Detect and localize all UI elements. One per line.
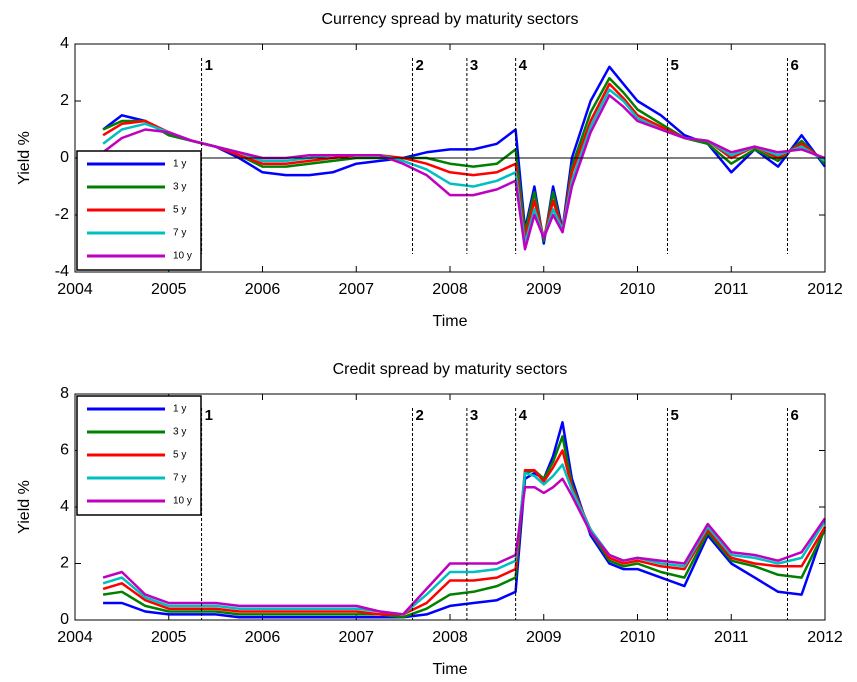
legend-label: 10 y (173, 496, 192, 507)
legend-label: 1 y (173, 404, 186, 415)
x-tick-label: 2004 (57, 281, 93, 298)
x-tick-label: 2012 (807, 629, 843, 646)
legend-label: 3 y (173, 427, 186, 438)
x-tick-label: 2009 (526, 629, 562, 646)
x-tick-label: 2010 (620, 629, 656, 646)
x-tick-label: 2011 (714, 281, 749, 298)
x-axis-label: Time (433, 313, 468, 330)
y-tick-label: 4 (60, 35, 69, 52)
x-tick-label: 2005 (151, 629, 187, 646)
legend-label: 7 y (173, 473, 186, 484)
x-tick-label: 2008 (432, 281, 468, 298)
x-tick-label: 2011 (714, 629, 749, 646)
y-tick-label: -2 (55, 206, 69, 223)
chart-title: Currency spread by maturity sectors (322, 11, 579, 28)
y-tick-label: 0 (60, 611, 69, 628)
legend-label: 3 y (173, 182, 186, 193)
x-tick-label: 2010 (620, 281, 656, 298)
series-line (102, 435, 827, 619)
event-label: 4 (519, 57, 528, 74)
event-label: 1 (205, 57, 213, 74)
legend-label: 10 y (173, 251, 192, 262)
legend-label: 5 y (173, 205, 186, 216)
chart-title: Credit spread by maturity sectors (333, 361, 568, 378)
x-axis-label: Time (433, 661, 468, 678)
event-label: 3 (470, 407, 478, 424)
y-axis-label: Yield % (16, 131, 33, 185)
y-tick-label: 0 (60, 149, 69, 166)
event-label: 5 (671, 407, 679, 424)
x-tick-label: 2009 (526, 281, 562, 298)
y-tick-label: 8 (60, 385, 69, 402)
event-label: 5 (671, 57, 679, 74)
y-tick-label: 2 (60, 555, 69, 572)
series-line (103, 421, 827, 619)
event-label: 6 (791, 57, 799, 74)
event-label: 1 (205, 407, 213, 424)
event-label: 6 (791, 407, 799, 424)
y-tick-label: 4 (60, 498, 69, 515)
x-tick-label: 2004 (57, 629, 93, 646)
event-label: 4 (519, 407, 528, 424)
axes-frame (74, 43, 826, 273)
x-tick-label: 2012 (807, 281, 843, 298)
y-axis-label: Yield % (16, 480, 33, 534)
x-tick-label: 2008 (432, 629, 468, 646)
y-tick-label: 6 (60, 442, 69, 459)
event-label: 3 (470, 57, 478, 74)
x-tick-label: 2005 (151, 281, 187, 298)
event-label: 2 (416, 407, 424, 424)
axes-frame (74, 393, 826, 621)
x-tick-label: 2006 (245, 629, 281, 646)
x-tick-label: 2006 (245, 281, 281, 298)
x-tick-label: 2007 (338, 629, 374, 646)
legend-label: 1 y (173, 159, 186, 170)
x-tick-label: 2007 (338, 281, 374, 298)
legend-label: 5 y (173, 450, 186, 461)
y-tick-label: -4 (55, 263, 69, 280)
y-tick-label: 2 (60, 92, 69, 109)
legend-label: 7 y (173, 228, 186, 239)
event-label: 2 (416, 57, 424, 74)
